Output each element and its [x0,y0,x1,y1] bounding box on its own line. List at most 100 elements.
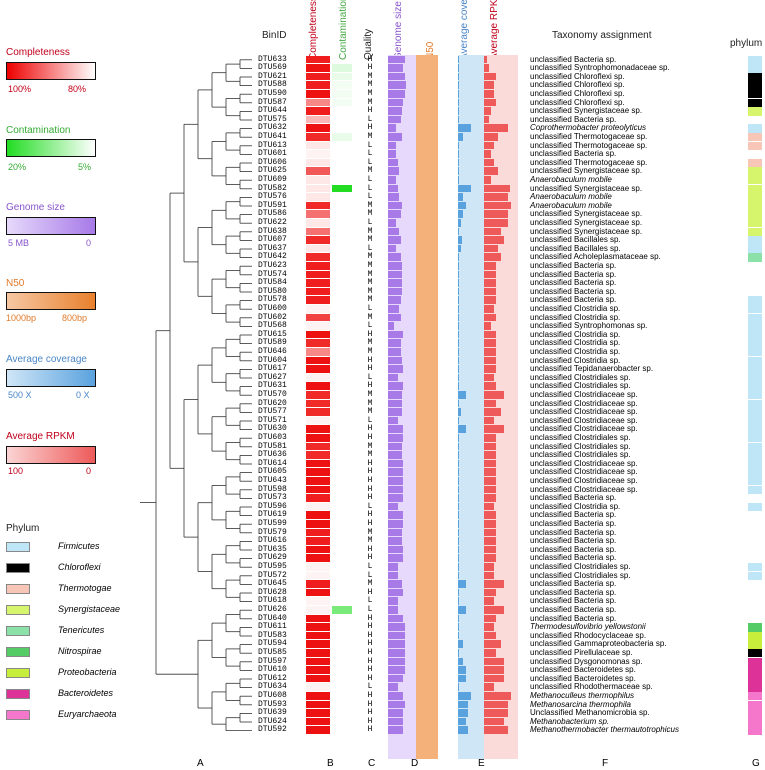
completeness-cell [306,623,330,631]
header-avg-coverage: Average coverage [459,0,470,60]
genome-size-bar [388,631,405,640]
coverage-bar [458,623,459,631]
phylum-cell [748,330,762,340]
bin-id: DTU625 [258,166,287,176]
taxonomy-assignment: unclassified Bacteroidetes sp. [530,673,636,683]
bin-id: DTU642 [258,252,287,262]
taxonomy-assignment: unclassified Bacteria sp. [530,54,617,64]
quality-value: M [367,338,373,348]
genome-size-bar [388,150,396,158]
genome-size-bar [388,261,402,270]
quality-value: H [367,381,373,391]
rpkm-bar [484,425,504,434]
quality-value: L [367,372,373,382]
genome-size-bar [388,89,405,98]
bin-id: DTU641 [258,131,287,141]
quality-value: M [367,407,373,417]
contamination-cell [332,64,352,72]
rpkm-bar [484,519,496,528]
bin-id: DTU646 [258,346,287,356]
bin-id: DTU586 [258,209,287,219]
genome-size-bar [388,709,403,717]
completeness-cell [306,115,330,124]
rpkm-bar [484,468,496,477]
quality-value: M [367,200,373,210]
completeness-cell [306,614,330,623]
bin-id: DTU573 [258,493,287,503]
contamination-cell [332,81,352,90]
coverage-bar [458,717,466,726]
completeness-cell [306,554,330,563]
phylum-cell [748,399,762,409]
quality-value: L [367,243,373,253]
completeness-cell [306,236,330,244]
rpkm-bar [484,511,496,520]
quality-value: H [367,725,373,735]
rpkm-bar [484,476,496,485]
phylum-cell [748,683,762,692]
bin-id: DTU628 [258,587,287,597]
taxonomy-assignment: unclassified Clostridiaceae sp. [530,484,638,494]
phylum-cell [748,124,762,133]
genome-size-bar [388,55,405,64]
completeness-cell [306,605,330,614]
rpkm-bar [484,666,504,674]
completeness-cell [306,691,330,700]
genome-size-bar [388,700,405,709]
taxonomy-assignment: unclassified Bacteria sp. [530,553,617,563]
completeness-cell [306,717,330,726]
completeness-cell [306,631,330,640]
taxonomy-assignment: unclassified Clostridiales sp. [530,381,631,391]
legend-avg-coverage-left: 500 X [8,390,32,400]
rpkm-bar [484,365,496,373]
quality-value: L [367,174,373,184]
genome-size-bar [388,571,398,580]
taxonomy-assignment: unclassified Bacteria sp. [530,269,617,279]
bin-id: DTU627 [258,372,287,382]
legend-n50-right: 800bp [62,313,88,323]
bin-id: DTU571 [258,415,287,425]
quality-value: M [367,252,373,262]
coverage-bar [458,700,468,709]
rpkm-bar [484,356,496,365]
rpkm-bar [484,339,496,348]
taxonomy-assignment: unclassified Bacteria sp. [530,613,617,623]
phylum-cell [748,107,762,116]
legend-contamination-bar [6,139,96,157]
phylum-swatch [6,605,30,615]
quality-value: H [367,544,373,554]
contamination-cell [332,184,352,193]
contamination-cell [332,72,352,81]
panel-label-f: F [602,758,609,769]
completeness-cell [306,150,330,158]
phylum-cell [748,502,762,512]
genome-size-bar [388,502,398,511]
quality-value: H [367,673,373,683]
taxonomy-assignment: unclassified Clostridiales sp. [530,570,631,580]
legend-contamination-title: Contamination [6,125,71,136]
bin-id: DTU635 [258,544,287,554]
taxonomy-assignment: unclassified Thermotogaceae sp. [530,140,648,150]
coverage-bar [458,304,459,313]
phylum-swatch [6,689,30,699]
taxonomy-assignment: unclassified Bacteria sp. [530,536,617,546]
bin-id: DTU574 [258,269,287,279]
phylum-label: Chloroflexi [58,562,101,572]
genome-size-bar [388,330,403,339]
phylum-cell [748,55,762,65]
taxonomy-assignment: unclassified Clostridiaceae sp. [530,458,638,468]
taxonomy-assignment: unclassified Clostridiales sp. [530,561,631,571]
taxonomy-assignment: unclassified Syntrophomonas sp. [530,321,648,331]
bin-id: DTU601 [258,149,287,159]
coverage-bar [458,648,459,657]
rpkm-bar [484,150,491,158]
quality-value: M [367,450,373,460]
rpkm-bar [484,279,496,287]
completeness-cell [306,683,330,692]
phylum-cell [748,416,762,426]
taxonomy-assignment: unclassified Synergistaceae sp. [530,226,643,236]
completeness-cell [306,347,330,356]
genome-size-bar [388,81,406,90]
bin-id: DTU632 [258,123,287,133]
coverage-bar [458,390,466,399]
